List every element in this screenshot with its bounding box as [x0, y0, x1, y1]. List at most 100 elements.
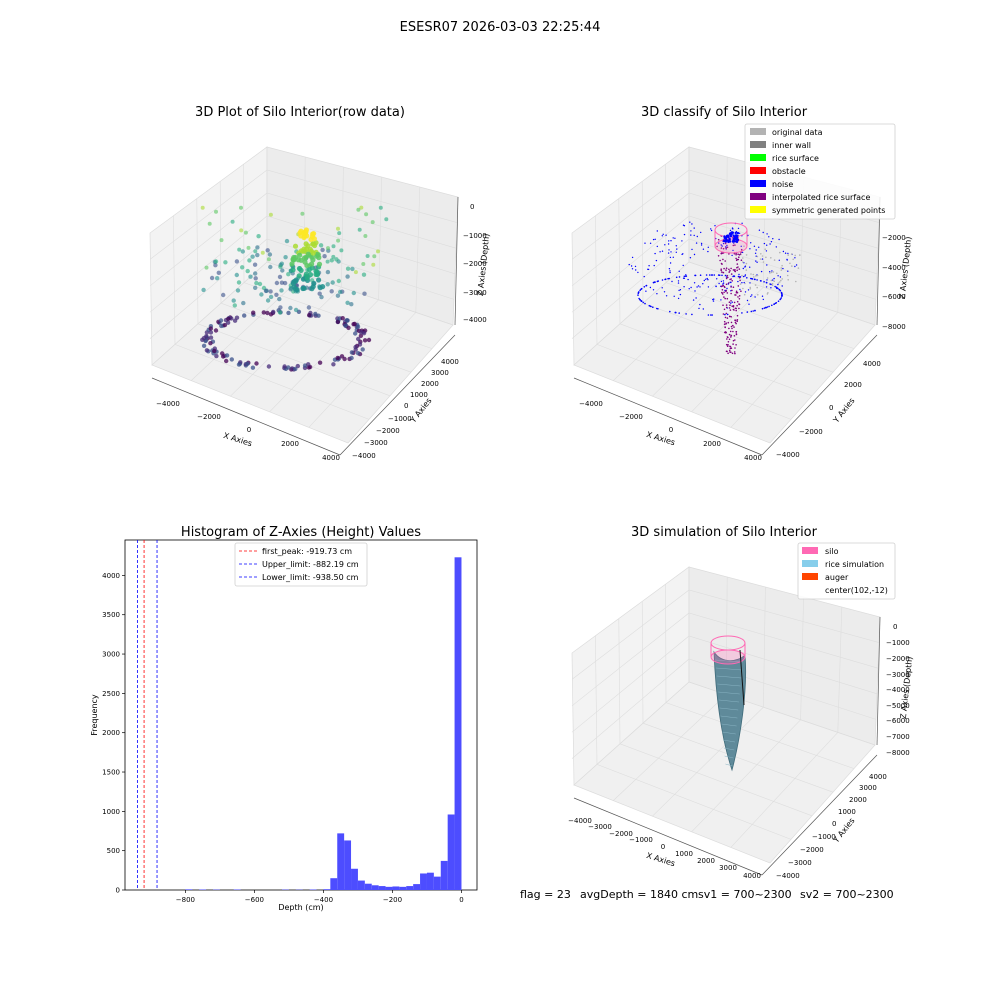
- scatter-point: [717, 238, 720, 241]
- scatter-point: [744, 274, 747, 276]
- scatter-point: [734, 339, 736, 341]
- scatter-point: [665, 295, 668, 297]
- grid-line: [196, 198, 199, 324]
- scatter-point: [330, 280, 335, 285]
- x-tick-label: −600: [245, 896, 264, 904]
- grid-line: [596, 344, 792, 420]
- scatter-point: [773, 303, 775, 306]
- scatter-point: [250, 365, 256, 370]
- scatter-point: [781, 278, 783, 280]
- y-tick-label: 500: [107, 847, 120, 855]
- grid-line: [618, 198, 621, 324]
- scatter-point: [779, 298, 782, 300]
- legend-label: Lower_limit: -938.50 cm: [262, 573, 359, 582]
- scatter-point: [773, 280, 775, 283]
- x-axis-line: [573, 377, 763, 456]
- scatter-point: [235, 288, 241, 293]
- scatter-point: [761, 258, 764, 260]
- scatter-point: [722, 293, 724, 295]
- scatter-point: [630, 265, 633, 267]
- scatter-point: [734, 231, 737, 235]
- scatter-point: [663, 291, 666, 293]
- scatter-point: [744, 275, 746, 277]
- scatter-point: [286, 365, 291, 370]
- scatter-point: [726, 338, 728, 340]
- scatter-point: [318, 243, 324, 248]
- scatter-point: [749, 282, 751, 284]
- scatter-point: [307, 313, 312, 318]
- scatter-point: [314, 253, 320, 259]
- scatter-point: [656, 293, 658, 295]
- scatter-point: [730, 334, 732, 337]
- scatter-point: [700, 244, 703, 246]
- scatter-point: [740, 245, 742, 247]
- scatter-point: [777, 283, 779, 286]
- p4-xtick: 3000: [719, 864, 737, 872]
- p1-ytick: 4000: [441, 358, 459, 366]
- scatter-point: [301, 285, 307, 291]
- panel-raw-scatter: [200, 205, 389, 372]
- surface-mesh-line: [719, 707, 739, 711]
- scatter-point: [786, 258, 788, 261]
- scatter-point: [732, 228, 734, 230]
- scatter-point: [298, 267, 304, 273]
- grid-line: [596, 764, 792, 840]
- scatter-point: [744, 265, 747, 267]
- grid-line: [571, 658, 877, 759]
- scatter-point: [220, 351, 225, 356]
- scatter-point: [681, 240, 683, 242]
- grid-line: [691, 719, 801, 833]
- histogram-bar: [433, 876, 441, 890]
- scatter-point: [737, 227, 740, 230]
- scatter-point: [355, 351, 361, 356]
- scatter-point: [734, 234, 738, 237]
- scatter-point: [685, 274, 687, 276]
- scatter-point: [301, 246, 307, 252]
- scatter-point: [732, 238, 736, 242]
- scatter-point: [266, 257, 271, 262]
- legend-label: noise: [772, 180, 793, 189]
- scatter-point: [756, 255, 759, 258]
- scatter-point: [762, 231, 764, 234]
- p1-xtick: −4000: [156, 400, 180, 408]
- scatter-point: [358, 333, 364, 338]
- scatter-point: [754, 296, 756, 298]
- scatter-point: [722, 247, 725, 250]
- scatter-point: [267, 252, 273, 257]
- scatter-point: [791, 265, 793, 267]
- scatter-point: [775, 246, 777, 248]
- scatter-point: [359, 205, 364, 210]
- grid-line: [665, 702, 855, 769]
- grid-line: [612, 694, 727, 801]
- scatter-point: [265, 298, 271, 303]
- scatter-point: [640, 300, 643, 302]
- scatter-point: [689, 257, 692, 259]
- scatter-point: [795, 264, 798, 266]
- scatter-point: [652, 238, 655, 241]
- p4-xtick: −2000: [609, 830, 633, 838]
- scatter-point: [224, 358, 229, 364]
- grid-line: [571, 215, 878, 313]
- histogram-bar: [392, 886, 400, 890]
- scatter-point: [290, 267, 296, 273]
- figure-suptitle: ESESR07 2026-03-03 22:25:44: [400, 20, 601, 35]
- scatter-point: [346, 325, 351, 330]
- x-tick-label: −400: [314, 896, 333, 904]
- scatter-point: [711, 314, 713, 316]
- scatter-point: [234, 315, 240, 320]
- scatter-point: [649, 242, 652, 244]
- scatter-point: [208, 326, 213, 331]
- scatter-point: [292, 243, 299, 249]
- scatter-point: [224, 353, 230, 358]
- scatter-point: [753, 278, 756, 281]
- scatter-point: [781, 294, 783, 296]
- scatter-point: [760, 253, 762, 255]
- legend-label: symmetric generated points: [772, 206, 885, 215]
- scatter-point: [274, 280, 280, 286]
- scatter-point: [765, 286, 768, 288]
- scatter-point: [319, 294, 324, 300]
- histogram-yticks: 0 500 1000 1500 2000 2500 3000 3500 4000: [102, 572, 125, 895]
- scatter-point: [253, 276, 258, 281]
- scatter-point: [310, 250, 316, 256]
- scatter-point: [738, 276, 741, 279]
